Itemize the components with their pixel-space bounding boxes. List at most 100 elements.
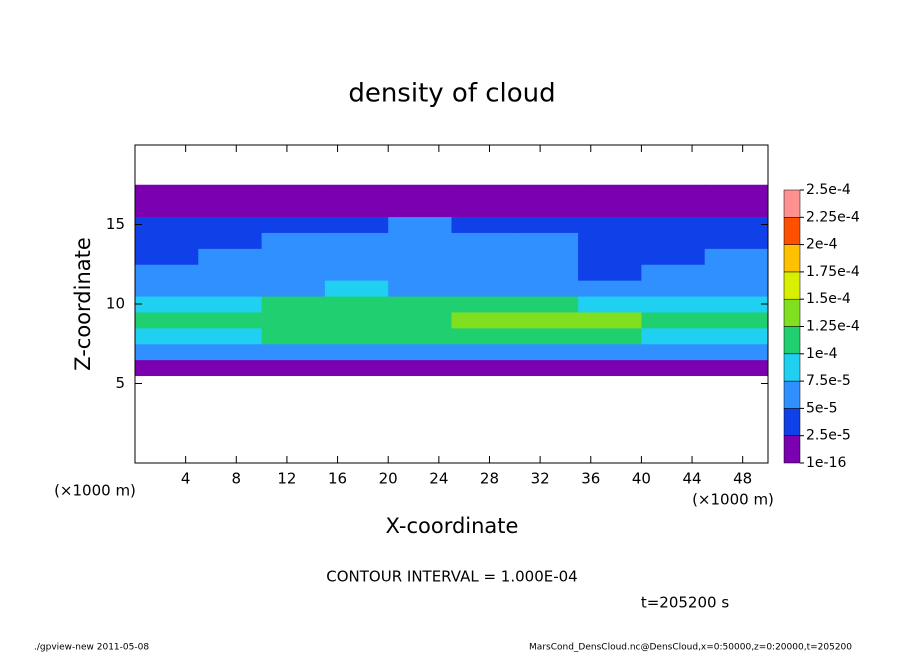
x-tick-label: 40 [632,470,651,488]
cell [641,200,706,218]
cell [704,296,769,313]
colorbar-label: 2.25e-4 [806,209,860,225]
annotation: CONTOUR INTERVAL = 1.000E-04 [326,568,577,586]
x-axis-label: X-coordinate [386,514,519,538]
cell [451,200,516,218]
footer-left: ./gpview-new 2011-05-08 [34,643,149,653]
cell [641,232,706,249]
x-tick-label: 28 [480,470,499,488]
cell [514,216,579,233]
cell [578,200,642,218]
cell [388,343,452,361]
colorbar-label: 1.75e-4 [806,264,860,280]
cell [388,359,452,377]
cell [578,264,642,281]
colorbar-label: 7.5e-5 [806,373,851,389]
cell [324,327,389,345]
cell [704,232,769,249]
cell [324,343,389,361]
cell [324,184,389,202]
cell [135,184,199,202]
cell [135,280,199,297]
cell [261,248,326,265]
x-tick-label: 4 [181,470,191,488]
cell [135,200,199,218]
cell [261,280,326,297]
cell [578,280,642,297]
colorbar-label: 2e-4 [806,237,838,253]
cell [388,264,452,281]
cell [451,264,516,281]
cell [514,359,579,377]
cell [578,184,642,202]
chart-title: density of cloud [348,79,555,109]
x-tick-label: 32 [531,470,550,488]
cell [261,327,326,345]
cell [451,280,516,297]
cell [451,232,516,249]
colorbar-swatch [783,435,801,464]
cell [198,343,263,361]
cell [198,280,263,297]
cell [324,216,389,233]
cell [135,311,199,329]
cell [704,343,769,361]
y-tick-label: 15 [106,215,125,233]
colorbar-label: 2.5e-5 [806,428,851,444]
cell [514,248,579,265]
cell [388,296,452,313]
cell [261,359,326,377]
cell [135,343,199,361]
cell [135,264,199,281]
cell [324,200,389,218]
cell [324,359,389,377]
cell [198,248,263,265]
cell [641,264,706,281]
colorbar-swatch [783,189,801,218]
cell [261,184,326,202]
cell [388,216,452,233]
colorbar-label: 1e-4 [806,346,838,362]
x-tick-label: 16 [328,470,347,488]
x-tick-label: 8 [232,470,242,488]
x-tick-label: 20 [379,470,398,488]
y-tick-label: 5 [115,374,125,392]
colorbar-label: 2.5e-4 [806,182,851,198]
cell [704,216,769,233]
cell [388,280,452,297]
cell [514,327,579,345]
colorbar-swatch [783,380,801,409]
x-tick-label: 24 [429,470,448,488]
cell [388,248,452,265]
cell [641,311,706,329]
cell [135,216,199,233]
cell [514,184,579,202]
cell [135,232,199,249]
cell [261,216,326,233]
cell [641,343,706,361]
colorbar-swatch [783,217,801,245]
cell [261,232,326,249]
cell [388,184,452,202]
footer-right: MarsCond_DensCloud.nc@DensCloud,x=0:5000… [529,643,852,653]
cell [641,216,706,233]
cell [514,280,579,297]
cell [198,311,263,329]
cell [198,232,263,249]
cell [388,200,452,218]
cell [388,232,452,249]
cell [514,200,579,218]
cell [704,311,769,329]
cell [261,296,326,313]
cell [514,296,579,313]
cell [578,232,642,249]
x-unit-label: (×1000 m) [692,491,774,509]
cell [641,359,706,377]
cell [704,264,769,281]
x-tick-label: 44 [682,470,701,488]
cell [451,248,516,265]
cell [704,280,769,297]
cell [704,327,769,345]
cell [135,327,199,345]
